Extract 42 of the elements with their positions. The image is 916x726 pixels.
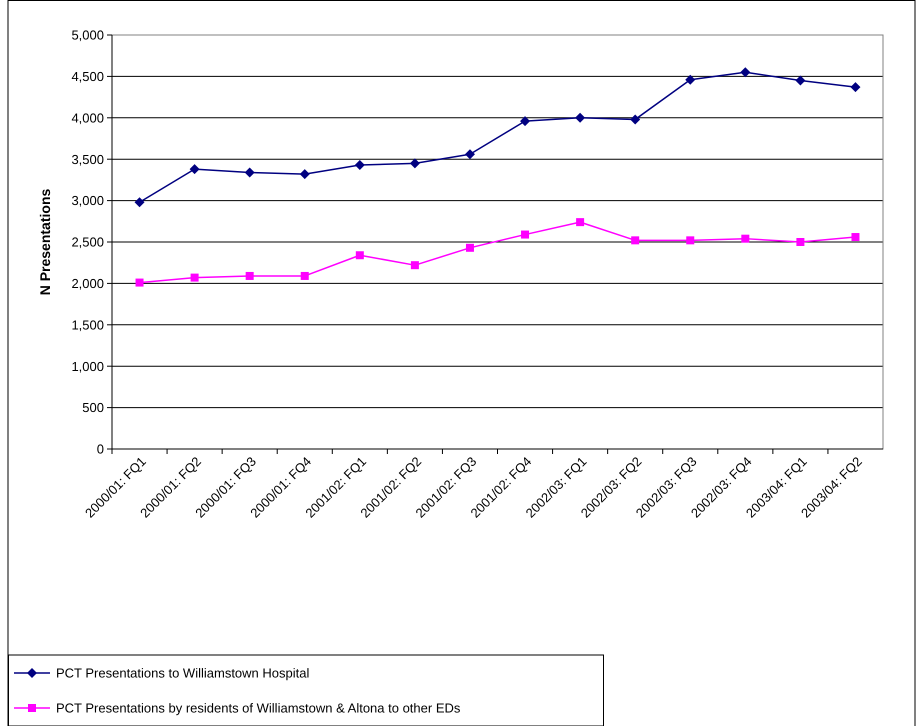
point: [740, 67, 750, 78]
point: [520, 116, 530, 126]
point: [300, 272, 309, 280]
legend-label: PCT Presentations by residents of Williamstown & Altona to other EDs: [56, 700, 461, 716]
point: [410, 261, 419, 270]
point: [246, 272, 254, 280]
y-axis-title: N Presentations: [37, 188, 53, 296]
y-tick-label: 3,000: [71, 193, 104, 208]
point: [466, 244, 474, 252]
point: [630, 114, 640, 124]
point: [134, 197, 145, 208]
point: [575, 112, 586, 123]
point: [190, 164, 200, 174]
y-tick-label: 500: [82, 400, 104, 416]
point: [521, 230, 530, 239]
y-tick-label: 0: [96, 442, 104, 457]
y-tick-label: 2,500: [71, 234, 104, 250]
point: [796, 238, 804, 246]
point: [631, 236, 640, 244]
point: [244, 167, 255, 178]
legend-label: PCT Presentations to Williamstown Hospital: [56, 666, 310, 681]
point: [136, 278, 144, 287]
y-tick-label: 1,000: [71, 358, 104, 374]
y-tick-label: 2,000: [71, 276, 104, 291]
y-tick-label: 5,000: [71, 28, 104, 43]
point: [576, 218, 584, 226]
point: [851, 233, 860, 242]
point: [410, 158, 420, 168]
point: [685, 74, 696, 85]
point: [190, 274, 199, 282]
point: [300, 169, 310, 180]
y-tick-label: 1,500: [71, 317, 104, 332]
point: [464, 149, 475, 160]
point: [354, 160, 365, 170]
y-tick-label: 4,000: [71, 110, 104, 126]
point: [686, 236, 694, 244]
point: [795, 76, 806, 86]
point: [741, 234, 750, 243]
point: [850, 82, 860, 92]
point: [356, 251, 364, 260]
y-tick-label: 3,500: [71, 152, 104, 167]
y-tick-label: 4,500: [71, 68, 104, 84]
